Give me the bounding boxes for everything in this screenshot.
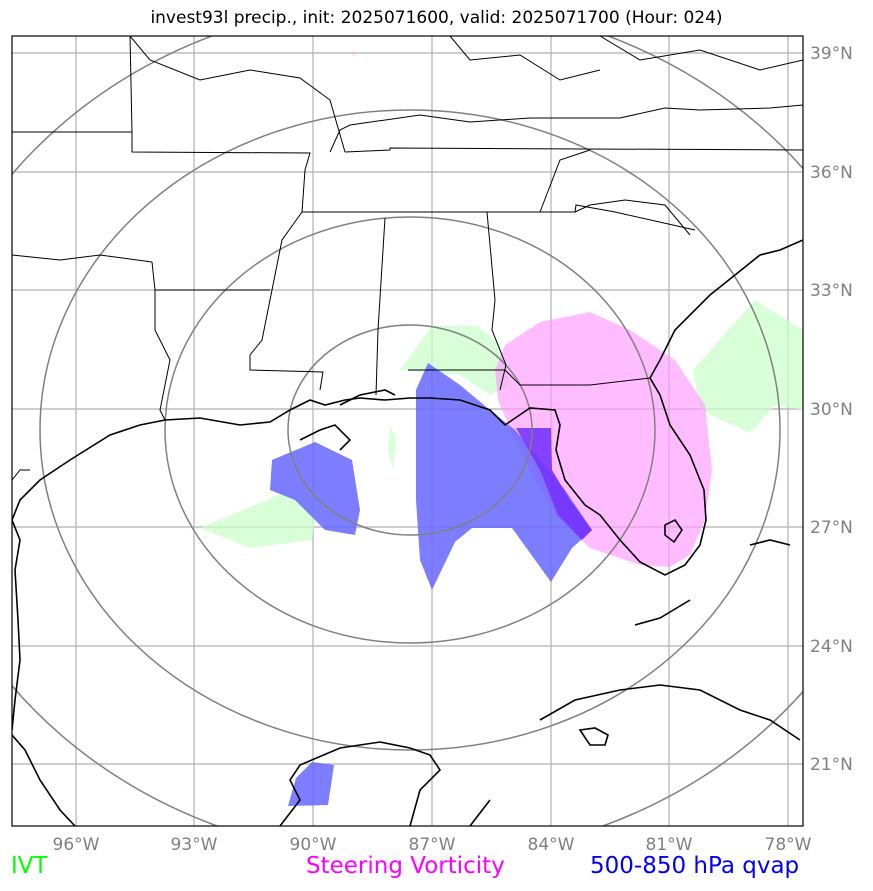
qvap-contour (270, 363, 592, 806)
lat-label: 39°N (810, 44, 853, 64)
lon-label: 96°W (53, 835, 100, 855)
range-rings (12, 36, 803, 826)
lat-label: 27°N (810, 518, 853, 538)
ivt-contour (200, 300, 803, 548)
lat-label: 36°N (810, 163, 853, 183)
lon-label: 81°W (646, 835, 693, 855)
qvap-core-contour (516, 428, 592, 540)
lat-label: 21°N (810, 755, 853, 775)
lon-label: 87°W (409, 835, 456, 855)
steering-vorticity-contour (352, 52, 712, 567)
lon-label: 90°W (290, 835, 337, 855)
map-title: invest93l precip., init: 2025071600, val… (150, 8, 723, 28)
country-border (12, 469, 30, 481)
map-frame (11, 35, 804, 827)
legend-ivt: IVT (11, 853, 48, 879)
lon-label: 93°W (171, 835, 218, 855)
lat-label: 30°N (810, 400, 853, 420)
legend-qvap: 500-850 hPa qvap (590, 853, 800, 879)
legend-steering-vorticity: Steering Vorticity (306, 853, 505, 879)
latitude-labels: 39°N 36°N 33°N 30°N 27°N 24°N 21°N (810, 44, 853, 775)
state-borders (12, 36, 803, 421)
lon-label: 78°W (765, 835, 812, 855)
lat-label: 24°N (810, 637, 853, 657)
lat-label: 33°N (810, 281, 853, 301)
lon-label: 84°W (528, 835, 575, 855)
coastlines (12, 239, 803, 826)
longitude-labels: 96°W 93°W 90°W 87°W 84°W 81°W 78°W (53, 835, 812, 855)
